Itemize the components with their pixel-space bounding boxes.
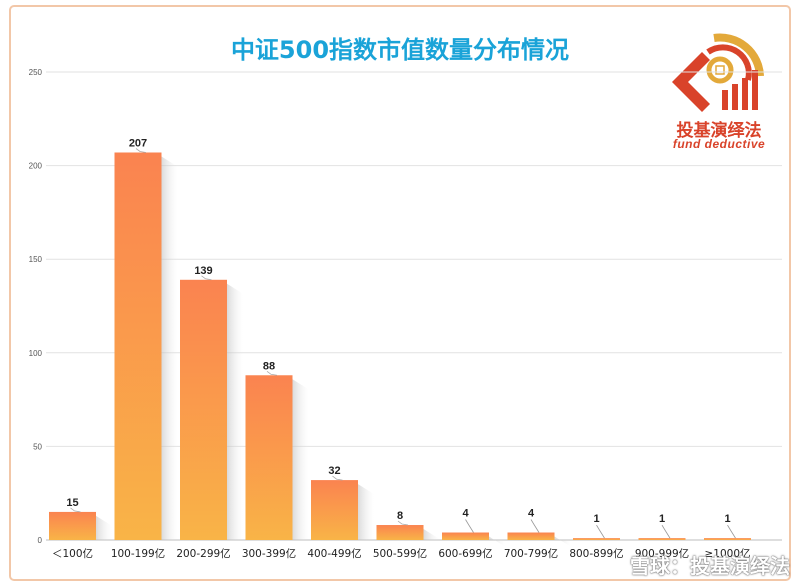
chart-title: 中证500指数市值数量分布情况 [230, 36, 570, 64]
bar-shadows [96, 156, 571, 547]
data-labels: 15 207 139 88 32 8 4 4 1 1 1 [66, 137, 736, 539]
leader-line [465, 519, 474, 533]
bar [49, 511, 96, 540]
x-tick-label: ≥1000亿 [704, 547, 750, 560]
bar-shadow [227, 283, 243, 540]
leader-line [397, 520, 409, 526]
data-label: 4 [528, 508, 535, 520]
x-tick-label: 100-199亿 [111, 547, 165, 560]
x-tick-label: 600-699亿 [438, 547, 492, 560]
x-tick-label: 700-799亿 [504, 547, 558, 560]
leader-line [70, 507, 81, 513]
data-label: 8 [397, 510, 403, 522]
y-axis-ticks: 0 50 100 150 200 250 [29, 68, 43, 545]
bar [245, 375, 293, 540]
bar [507, 532, 555, 540]
y-tick-label: 200 [29, 162, 43, 171]
bars [49, 152, 751, 540]
leader-line [596, 524, 605, 539]
leader-line [135, 148, 147, 153]
bar-shadow [554, 536, 571, 547]
x-tick-label: 300-399亿 [242, 547, 296, 560]
bar-shadow [358, 484, 374, 540]
y-tick-label: 150 [29, 255, 43, 264]
data-label: 32 [328, 465, 340, 477]
bar [442, 532, 489, 540]
leader-line [266, 370, 278, 376]
leader-line [661, 524, 671, 539]
data-label: 1 [724, 513, 730, 525]
leader-line [201, 275, 212, 281]
x-tick-label: 400-499亿 [307, 547, 361, 560]
bar-shadow [423, 529, 440, 540]
bar [704, 538, 751, 540]
x-tick-label: ＜100亿 [52, 547, 93, 560]
bar [376, 525, 424, 540]
data-label: 4 [462, 508, 469, 520]
logo-name-en: fund deductive [672, 137, 766, 151]
fund-deductive-logo [672, 33, 764, 112]
leader-line [332, 475, 343, 481]
data-label: 139 [194, 265, 212, 277]
y-tick-label: 250 [29, 68, 43, 77]
bar [311, 480, 358, 540]
bar [114, 152, 162, 540]
y-tick-label: 50 [33, 442, 42, 451]
bar [180, 279, 227, 540]
data-label: 207 [129, 137, 147, 149]
bar-shadow [96, 515, 112, 540]
bar [573, 538, 620, 540]
data-label: 15 [66, 497, 78, 509]
data-label: 88 [263, 360, 275, 372]
y-tick-label: 0 [38, 536, 43, 545]
leader-line [530, 519, 540, 533]
x-tick-label: 500-599亿 [373, 547, 427, 560]
x-axis-ticks: ＜100亿 100-199亿 200-299亿 300-399亿 400-499亿 500… [52, 547, 751, 560]
coin-icon [672, 33, 764, 112]
bar-shadow [489, 536, 505, 547]
bar-shadow [161, 156, 178, 540]
bar-shadow [292, 379, 309, 540]
data-label: 1 [593, 513, 599, 525]
x-tick-label: 800-899亿 [569, 547, 623, 560]
data-label: 1 [659, 513, 665, 525]
bar [638, 538, 686, 540]
y-tick-label: 100 [29, 349, 43, 358]
x-tick-label: 900-999亿 [635, 547, 689, 560]
logo-name-cn: 投基演绎法 [676, 121, 762, 141]
watermark-text: 雪球：投基演绎法 [630, 554, 790, 578]
x-tick-label: 200-299亿 [176, 547, 230, 560]
leader-line [727, 524, 736, 539]
